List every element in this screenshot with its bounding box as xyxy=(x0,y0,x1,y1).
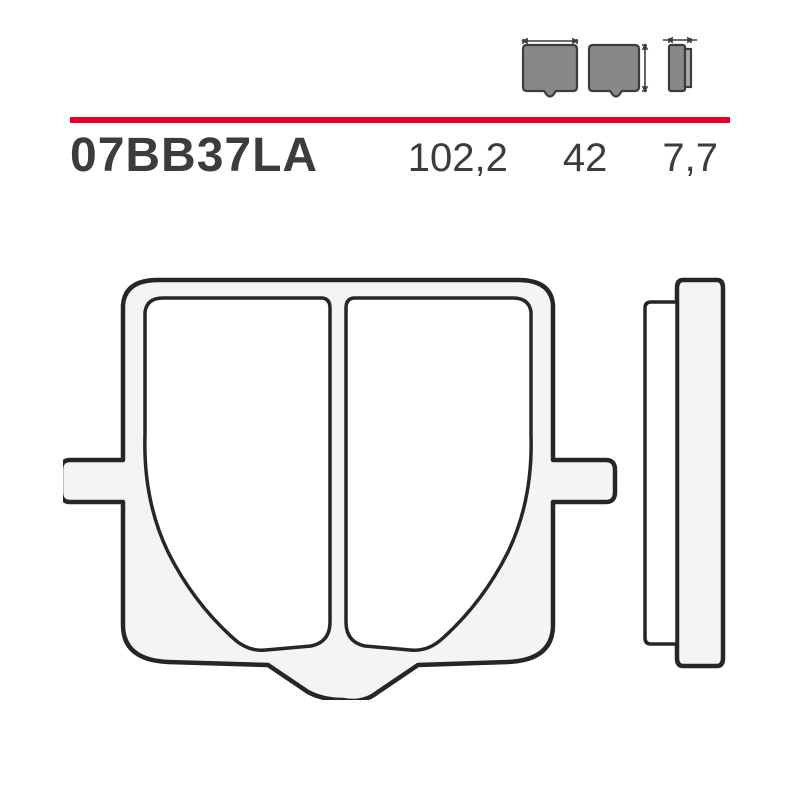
side-view xyxy=(645,280,723,666)
height-dim-icon xyxy=(587,35,649,101)
section-divider xyxy=(70,110,730,116)
thickness-dim-icon xyxy=(655,35,705,101)
spec-row: 07BB37LA 102,2 42 7,7 xyxy=(70,128,730,183)
dim-height: 42 xyxy=(563,136,608,181)
dimension-legend-icons xyxy=(519,35,705,101)
part-number: 07BB37LA xyxy=(70,128,318,183)
technical-drawing xyxy=(63,260,738,700)
dim-thickness: 7,7 xyxy=(662,136,718,181)
width-dim-icon xyxy=(519,35,581,101)
dimension-values: 102,2 42 7,7 xyxy=(318,136,730,181)
dim-width: 102,2 xyxy=(408,136,508,181)
front-view xyxy=(63,280,615,700)
